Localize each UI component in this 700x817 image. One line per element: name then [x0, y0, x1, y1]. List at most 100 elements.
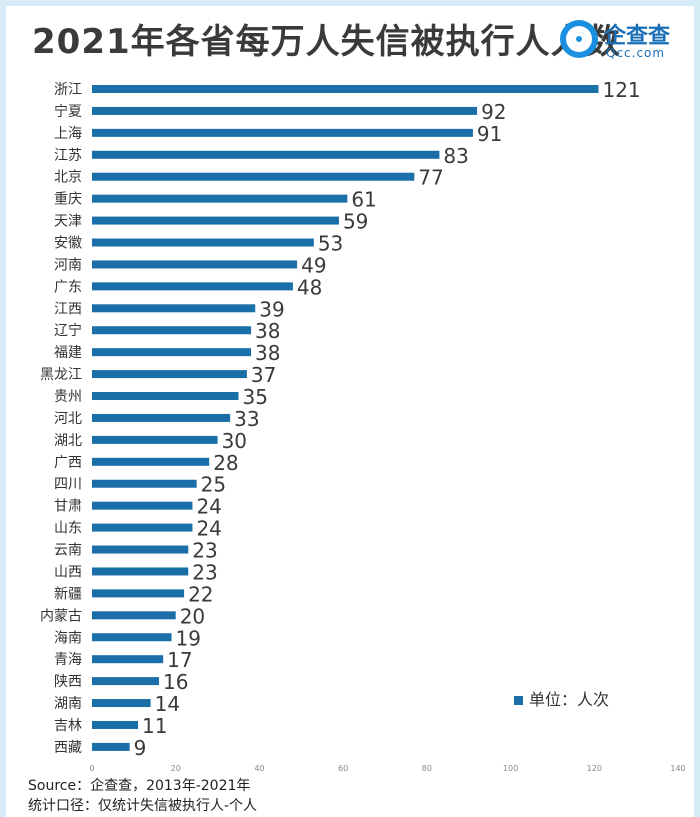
x-tick-label: 0 — [89, 764, 94, 773]
chart-legend: 单位：人次 — [514, 686, 609, 710]
category-label: 河南 — [54, 257, 82, 273]
category-label: 天津 — [54, 214, 82, 230]
category-label: 广西 — [54, 455, 82, 471]
bar — [92, 589, 185, 598]
category-label: 四川 — [54, 477, 82, 493]
category-label: 山东 — [54, 521, 82, 537]
bar — [92, 260, 298, 269]
bar — [92, 435, 218, 444]
category-label: 陕西 — [54, 674, 82, 690]
bar — [92, 128, 473, 137]
bar — [92, 720, 139, 729]
value-label: 11 — [142, 714, 167, 738]
bar — [92, 216, 339, 225]
value-label: 39 — [259, 297, 284, 321]
bar — [92, 742, 130, 751]
bar — [92, 655, 164, 664]
logo-text-cn: 企查查 — [604, 24, 671, 49]
category-label: 重庆 — [54, 192, 82, 208]
category-label: 海南 — [54, 630, 82, 646]
x-tick-label: 140 — [670, 764, 685, 773]
value-label: 91 — [477, 122, 502, 146]
value-label: 61 — [351, 188, 376, 212]
value-label: 83 — [443, 144, 468, 168]
value-label: 14 — [155, 692, 180, 716]
bar — [92, 150, 440, 159]
bar — [92, 523, 193, 532]
value-label: 20 — [180, 604, 205, 628]
bar — [92, 238, 314, 247]
category-label: 内蒙古 — [40, 608, 82, 624]
source-line-1: Source：企查查，2013年-2021年 — [28, 778, 251, 794]
value-label: 25 — [201, 473, 226, 497]
category-label: 上海 — [54, 126, 82, 142]
source-note: Source：企查查，2013年-2021年 统计口径：仅统计失信被执行人-个人 — [28, 776, 257, 816]
value-label: 53 — [318, 232, 343, 256]
x-tick-label: 40 — [254, 764, 264, 773]
bar — [92, 501, 193, 510]
category-label: 新疆 — [54, 586, 82, 602]
category-label: 云南 — [54, 543, 82, 559]
value-label: 49 — [301, 253, 326, 277]
value-label: 17 — [167, 648, 192, 672]
bar — [92, 611, 176, 620]
category-label: 安徽 — [54, 236, 82, 252]
qcc-logo-icon — [560, 20, 598, 58]
bar — [92, 348, 252, 357]
value-label: 35 — [243, 385, 268, 409]
category-label: 黑龙江 — [40, 367, 82, 383]
value-label: 121 — [602, 78, 640, 102]
legend-swatch — [514, 696, 523, 705]
value-label: 92 — [481, 100, 506, 124]
bar — [92, 633, 172, 642]
category-label: 贵州 — [54, 389, 82, 405]
category-label: 河北 — [54, 411, 82, 427]
value-label: 9 — [134, 736, 147, 760]
bar — [92, 172, 415, 181]
bar — [92, 194, 348, 203]
bar — [92, 326, 252, 335]
x-tick-label: 20 — [171, 764, 181, 773]
bar — [92, 413, 231, 422]
value-label: 38 — [255, 319, 280, 343]
category-label: 湖北 — [54, 433, 82, 449]
category-label: 西藏 — [54, 740, 82, 756]
category-label: 浙江 — [54, 82, 82, 98]
bar — [92, 282, 293, 291]
category-label: 山西 — [54, 564, 82, 580]
chart-title: 2021年各省每万人失信被执行人人数 — [32, 22, 621, 62]
value-label: 30 — [222, 429, 247, 453]
value-label: 22 — [188, 582, 213, 606]
x-tick-label: 100 — [503, 764, 518, 773]
bar — [92, 479, 197, 488]
value-label: 37 — [251, 363, 276, 387]
category-label: 湖南 — [54, 696, 82, 712]
bar — [92, 304, 256, 313]
bar — [92, 106, 478, 115]
x-tick-label: 80 — [422, 764, 432, 773]
value-label: 59 — [343, 210, 368, 234]
bar — [92, 85, 599, 93]
category-label: 甘肃 — [54, 499, 82, 515]
category-label: 吉林 — [54, 718, 82, 734]
value-label: 23 — [192, 539, 217, 563]
value-label: 77 — [418, 166, 443, 190]
logo-text-en: Qcc.com — [606, 46, 666, 60]
value-label: 33 — [234, 407, 259, 431]
category-label: 江西 — [54, 301, 82, 317]
value-label: 19 — [176, 626, 201, 650]
category-label: 北京 — [54, 170, 82, 186]
category-label: 辽宁 — [54, 322, 82, 339]
value-label: 16 — [163, 670, 188, 694]
category-label: 宁夏 — [54, 103, 82, 120]
bar — [92, 457, 210, 466]
x-tick-label: 120 — [587, 764, 602, 773]
value-label: 23 — [192, 560, 217, 584]
legend-label: 单位：人次 — [529, 690, 610, 709]
bar — [92, 677, 159, 686]
category-label: 青海 — [54, 652, 82, 668]
category-label: 江苏 — [54, 148, 82, 164]
value-label: 24 — [196, 517, 221, 541]
source-line-2: 统计口径：仅统计失信被执行人-个人 — [28, 798, 258, 814]
